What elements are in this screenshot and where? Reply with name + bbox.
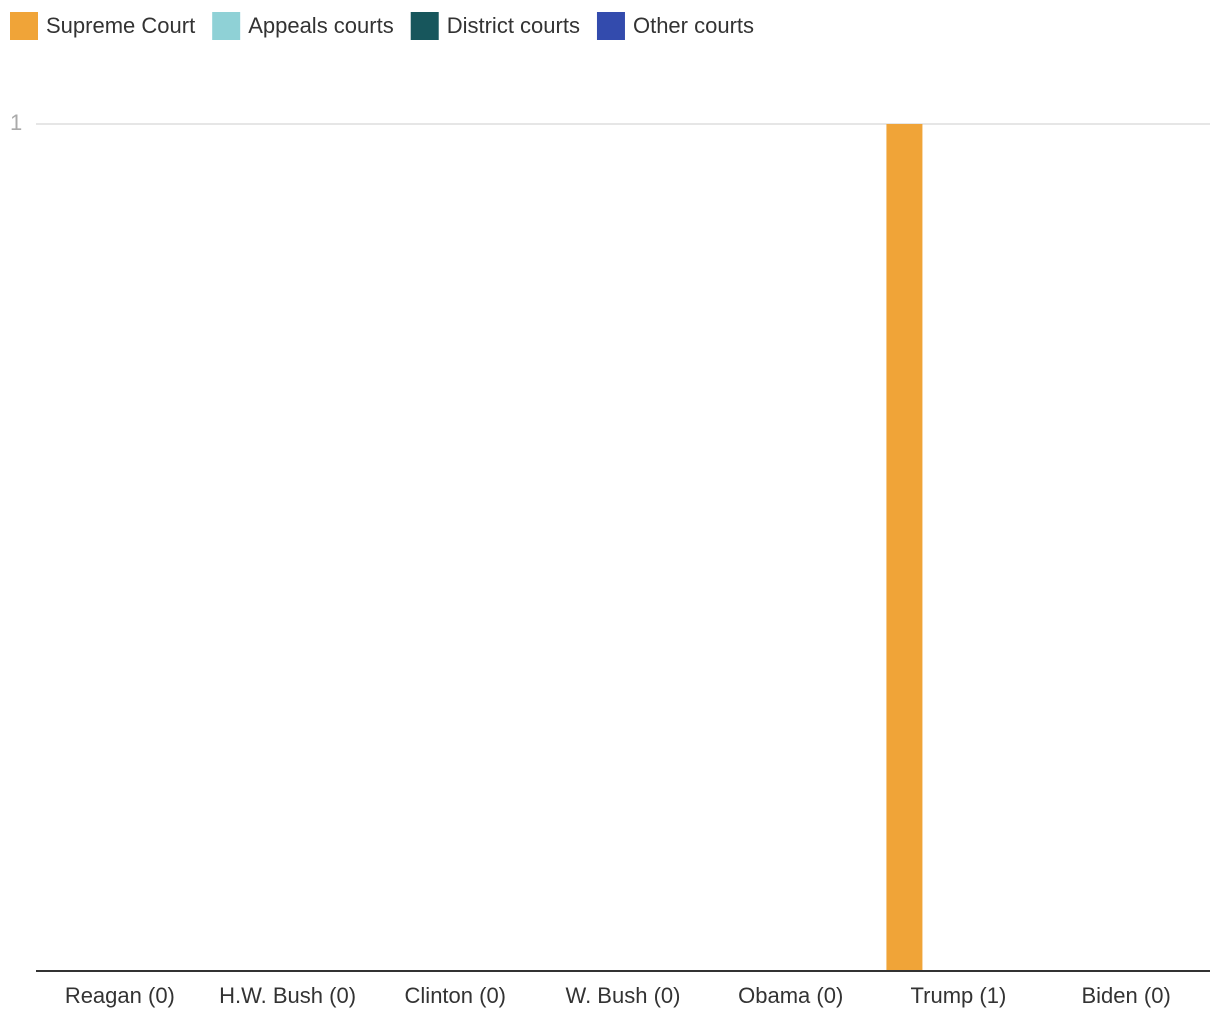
- y-tick-label: 1: [10, 110, 22, 135]
- legend-label: District courts: [447, 13, 580, 38]
- x-tick-label: W. Bush (0): [566, 983, 681, 1008]
- legend-swatch: [10, 12, 38, 40]
- legend-label: Appeals courts: [248, 13, 394, 38]
- legend-label: Supreme Court: [46, 13, 195, 38]
- legend-swatch: [596, 12, 625, 40]
- x-tick-label: Clinton (0): [405, 983, 506, 1008]
- legend-label: Other courts: [633, 13, 754, 38]
- x-tick-label: Reagan (0): [65, 983, 175, 1008]
- x-tick-label: Obama (0): [738, 983, 843, 1008]
- x-tick-label: Biden (0): [1082, 983, 1171, 1008]
- x-tick-label: Trump (1): [911, 983, 1007, 1008]
- legend-swatch: [410, 12, 439, 40]
- legend-swatch: [212, 12, 241, 40]
- bar: [886, 124, 923, 971]
- x-tick-label: H.W. Bush (0): [219, 983, 356, 1008]
